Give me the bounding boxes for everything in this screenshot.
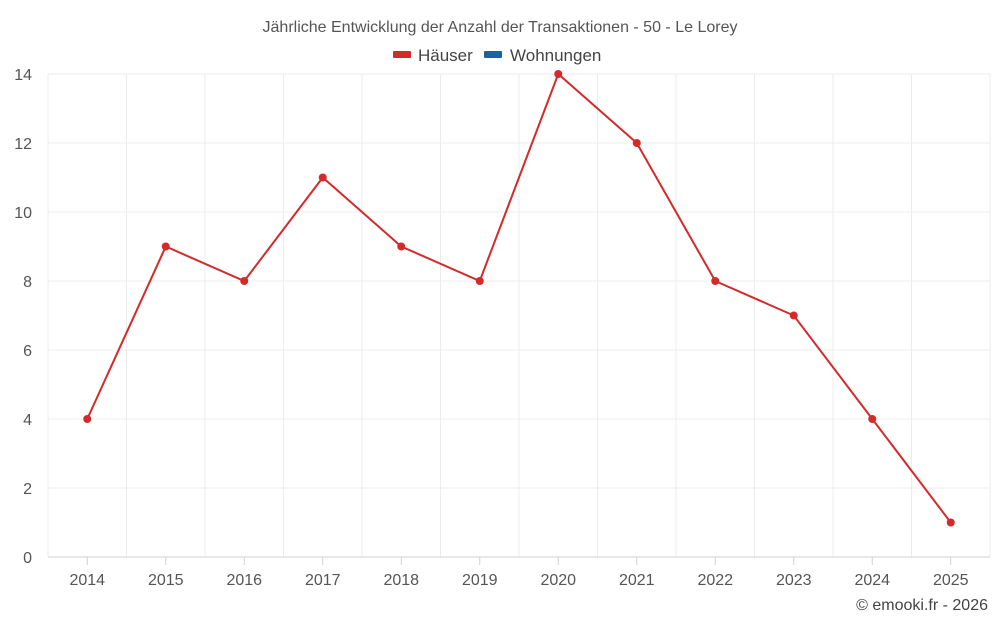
chart-title: Jährliche Entwicklung der Anzahl der Tra… [263,19,738,36]
data-point-2024[interactable] [868,415,877,423]
x-tick-label: 2017 [305,572,341,589]
y-tick-label: 8 [23,274,32,291]
x-tick-label: 2018 [383,572,419,589]
legend-item-houses[interactable]: Häuser [393,46,473,65]
data-point-2015[interactable] [161,242,170,251]
y-tick-label: 2 [23,481,32,498]
x-tick-label: 2015 [148,572,184,589]
y-tick-label: 12 [14,136,32,153]
legend: Häuser Wohnungen [393,46,601,65]
x-tick-label: 2020 [540,572,576,589]
series-line [86,72,952,524]
x-tick-label: 2022 [697,572,733,589]
x-tick-label: 2025 [933,572,969,589]
x-tick-label: 2016 [226,572,262,589]
legend-label-houses: Häuser [418,46,473,65]
x-tick-label: 2023 [776,572,812,589]
y-tick-label: 4 [23,412,32,429]
y-tick-label: 6 [23,343,32,360]
data-point-2019[interactable] [475,277,484,285]
data-point-2017[interactable] [318,173,327,182]
data-point-2020[interactable] [554,70,563,78]
data-point-2018[interactable] [397,242,406,251]
x-tick-label: 2024 [854,572,890,589]
x-tick-label: 2014 [69,572,105,589]
data-point-2025[interactable] [946,518,955,527]
legend-swatch-apartments [484,51,502,58]
legend-item-apartments[interactable]: Wohnungen [484,46,601,65]
x-tick-label: 2019 [462,572,498,589]
y-tick-label: 10 [14,205,32,222]
x-tick-label: 2021 [619,572,655,589]
credit-text: © emooki.fr - 2026 [856,597,988,614]
data-point-2023[interactable] [789,311,798,320]
y-tick-label: 14 [14,67,32,84]
x-axis-ticks: 2014 2015 2016 2017 2018 2019 2020 2021 2022 2023… [69,557,969,589]
data-point-2014[interactable] [83,415,92,423]
y-tick-label: 0 [23,550,32,567]
data-point-2022[interactable] [711,277,720,285]
data-point-2016[interactable] [240,277,249,285]
y-axis-ticks: 0 2 4 6 8 10 12 14 [14,67,32,567]
series-houses [83,70,955,527]
series-layer [83,70,955,527]
legend-label-apartments: Wohnungen [510,46,601,65]
legend-swatch-houses [393,51,411,58]
data-point-2021[interactable] [632,139,641,147]
x-gridlines [47,74,991,557]
